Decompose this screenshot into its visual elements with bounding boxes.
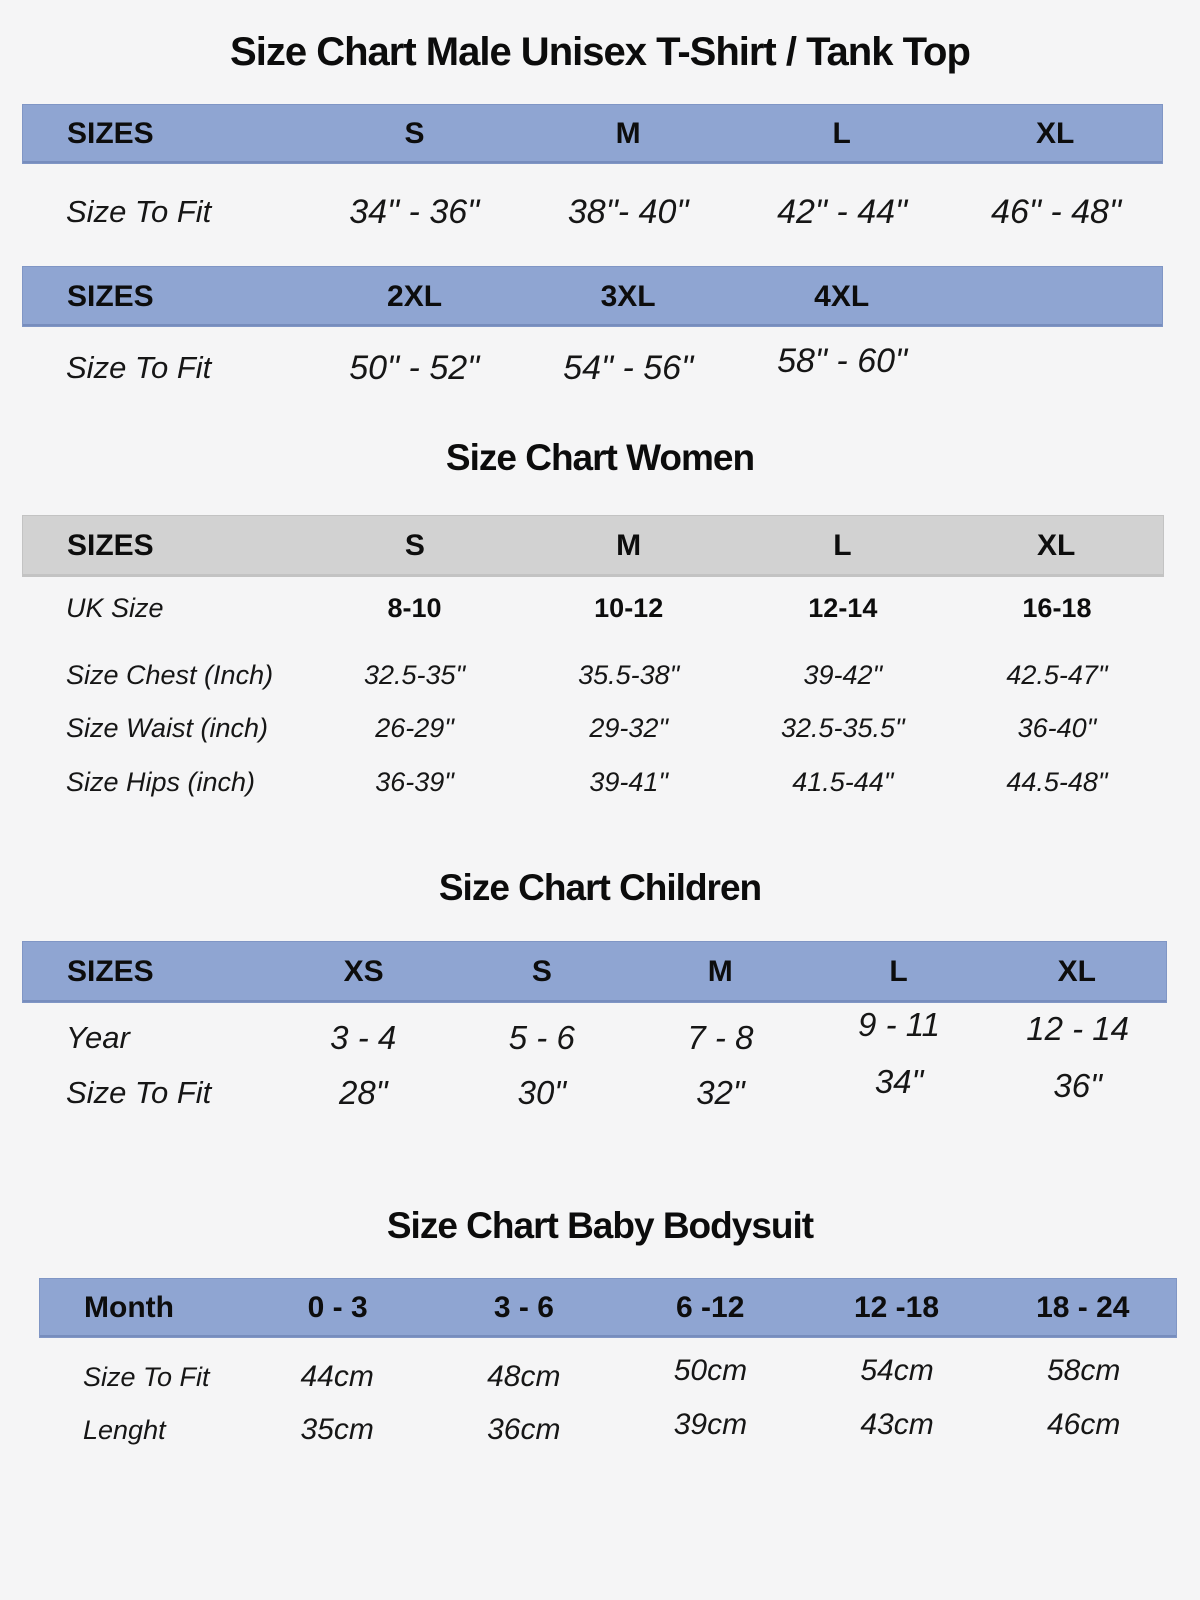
male-table1-header-row: SIZES S M L XL (22, 104, 1163, 164)
children-header-sizes: SIZES (67, 955, 154, 988)
size-value: 35cm (300, 1413, 374, 1446)
size-value: 36" (1053, 1067, 1102, 1104)
baby-length-row: Lenght 35cm 36cm 39cm 43cm 46cm (39, 1406, 1177, 1454)
women-chart-title: Size Chart Women (445, 437, 755, 478)
row-label: Size Waist (inch) (66, 712, 269, 743)
children-header-xs: XS (343, 955, 384, 988)
baby-size-to-fit-row: Size To Fit 44cm 48cm 50cm 54cm 58cm (39, 1353, 1177, 1401)
size-value: 58cm (1046, 1354, 1121, 1387)
size-value: 42" - 44" (777, 192, 908, 231)
children-size-to-fit-row: Size To Fit 28" 30" 32" 34" 36" (22, 1063, 1167, 1117)
baby-chart-title: Size Chart Baby Bodysuit (386, 1205, 814, 1246)
baby-header-12-18: 12 -18 (853, 1291, 940, 1324)
size-value: 50" - 52" (349, 348, 480, 387)
size-value: 36cm (487, 1413, 561, 1446)
size-value: 16-18 (1022, 592, 1092, 623)
male-table2-header-3xl: 3XL (600, 279, 656, 313)
size-value: 29-32" (589, 712, 668, 743)
male-table2-header-row: SIZES 2XL 3XL 4XL (22, 266, 1163, 327)
size-value: 36-40" (1017, 712, 1097, 743)
baby-header-3-6: 3 - 6 (493, 1291, 554, 1324)
size-value: 46cm (1046, 1408, 1121, 1441)
size-value: 39-42" (803, 659, 883, 690)
children-header-l: L (889, 955, 908, 988)
size-value: 44cm (300, 1360, 374, 1393)
women-header-m: M (616, 529, 642, 562)
size-value: 12-14 (808, 592, 878, 623)
size-value: 34" (874, 1063, 924, 1100)
children-table-header-row: SIZES XS S M L XL (22, 941, 1167, 1003)
children-header-xl: XL (1057, 955, 1096, 988)
size-value: 26-29" (375, 712, 454, 743)
size-value: 46" - 48" (991, 192, 1122, 231)
children-chart-title: Size Chart Children (438, 867, 762, 908)
baby-header-month: Month (84, 1291, 174, 1324)
baby-header-18-24: 18 - 24 (1036, 1291, 1130, 1324)
size-value: 38"- 40" (567, 192, 689, 231)
row-label: Size To Fit (83, 1361, 210, 1392)
women-hips-row: Size Hips (inch) 36-39" 39-41" 41.5-44" … (22, 758, 1164, 806)
row-label: Size Hips (inch) (66, 766, 256, 797)
children-header-m: M (707, 955, 733, 988)
size-value: 42.5-47" (1006, 659, 1108, 690)
women-header-s: S (404, 529, 425, 562)
women-header-sizes: SIZES (67, 529, 154, 562)
row-label: Lenght (83, 1414, 166, 1445)
size-value: 8-10 (387, 592, 442, 623)
size-value: 28" (338, 1074, 388, 1111)
male-table1-size-to-fit-row: Size To Fit 34" - 36" 38"- 40" 42" - 44"… (22, 188, 1163, 236)
size-value: 44.5-48" (1006, 766, 1108, 797)
size-value: 12 - 14 (1026, 1010, 1129, 1047)
baby-table-header-row: Month 0 - 3 3 - 6 6 -12 12 -18 18 - 24 (39, 1278, 1177, 1338)
size-value: 7 - 8 (687, 1019, 754, 1056)
male-chart-title: Size Chart Male Unisex T-Shirt / Tank To… (230, 30, 971, 74)
size-value: 32" (696, 1074, 745, 1111)
women-waist-row: Size Waist (inch) 26-29" 29-32" 32.5-35.… (22, 704, 1164, 752)
male-table2-size-to-fit-row: Size To Fit 50" - 52" 54" - 56" 58" - 60… (22, 341, 1163, 392)
women-header-l: L (833, 529, 852, 562)
size-value: 39cm (673, 1408, 748, 1441)
size-value: 41.5-44" (792, 766, 894, 797)
size-value: 10-12 (594, 592, 664, 623)
baby-header-6-12: 6 -12 (676, 1291, 745, 1324)
male-table1-header-l: L (832, 117, 851, 150)
size-value: 9 - 11 (858, 1006, 940, 1043)
size-value: 43cm (860, 1408, 934, 1441)
male-table1-header-sizes: SIZES (67, 117, 154, 150)
size-value: 54cm (860, 1354, 934, 1387)
row-label: Size To Fit (66, 194, 212, 229)
size-value: 58" - 60" (777, 341, 908, 380)
male-table2-header-4xl: 4XL (814, 279, 870, 313)
row-label: Size To Fit (66, 1075, 212, 1110)
women-chest-row: Size Chest (Inch) 32.5-35" 35.5-38" 39-4… (22, 651, 1164, 699)
size-value: 39-41" (589, 766, 668, 797)
male-table1-header-m: M (615, 117, 641, 150)
size-value: 48cm (487, 1360, 561, 1393)
size-value: 5 - 6 (508, 1019, 575, 1056)
size-value: 34" - 36" (349, 192, 480, 231)
size-value: 35.5-38" (578, 659, 680, 690)
male-table1-header-xl: XL (1036, 117, 1075, 150)
size-value: 32.5-35.5" (780, 712, 905, 743)
women-table-header-row: SIZES S M L XL (22, 515, 1164, 577)
row-label: Year (66, 1020, 130, 1055)
women-header-xl: XL (1036, 529, 1076, 562)
baby-header-0-3: 0 - 3 (307, 1291, 368, 1324)
size-value: 50cm (673, 1354, 748, 1387)
size-value: 30" (517, 1074, 567, 1111)
row-label: UK Size (66, 592, 164, 623)
children-header-s: S (531, 955, 552, 988)
male-table2-header-sizes: SIZES (67, 279, 154, 313)
women-uk-size-row: UK Size 8-10 10-12 12-14 16-18 (22, 584, 1164, 632)
row-label: Size To Fit (66, 350, 212, 385)
size-value: 3 - 4 (330, 1019, 397, 1056)
size-value: 54" - 56" (563, 348, 694, 387)
male-table2-header-2xl: 2XL (387, 279, 443, 313)
row-label: Size Chest (Inch) (66, 659, 274, 690)
size-value: 36-39" (375, 766, 454, 797)
children-year-row: Year 3 - 4 5 - 6 7 - 8 9 - 11 12 - 14 (22, 1006, 1167, 1062)
size-value: 32.5-35" (363, 659, 466, 690)
male-table1-header-s: S (404, 117, 425, 150)
